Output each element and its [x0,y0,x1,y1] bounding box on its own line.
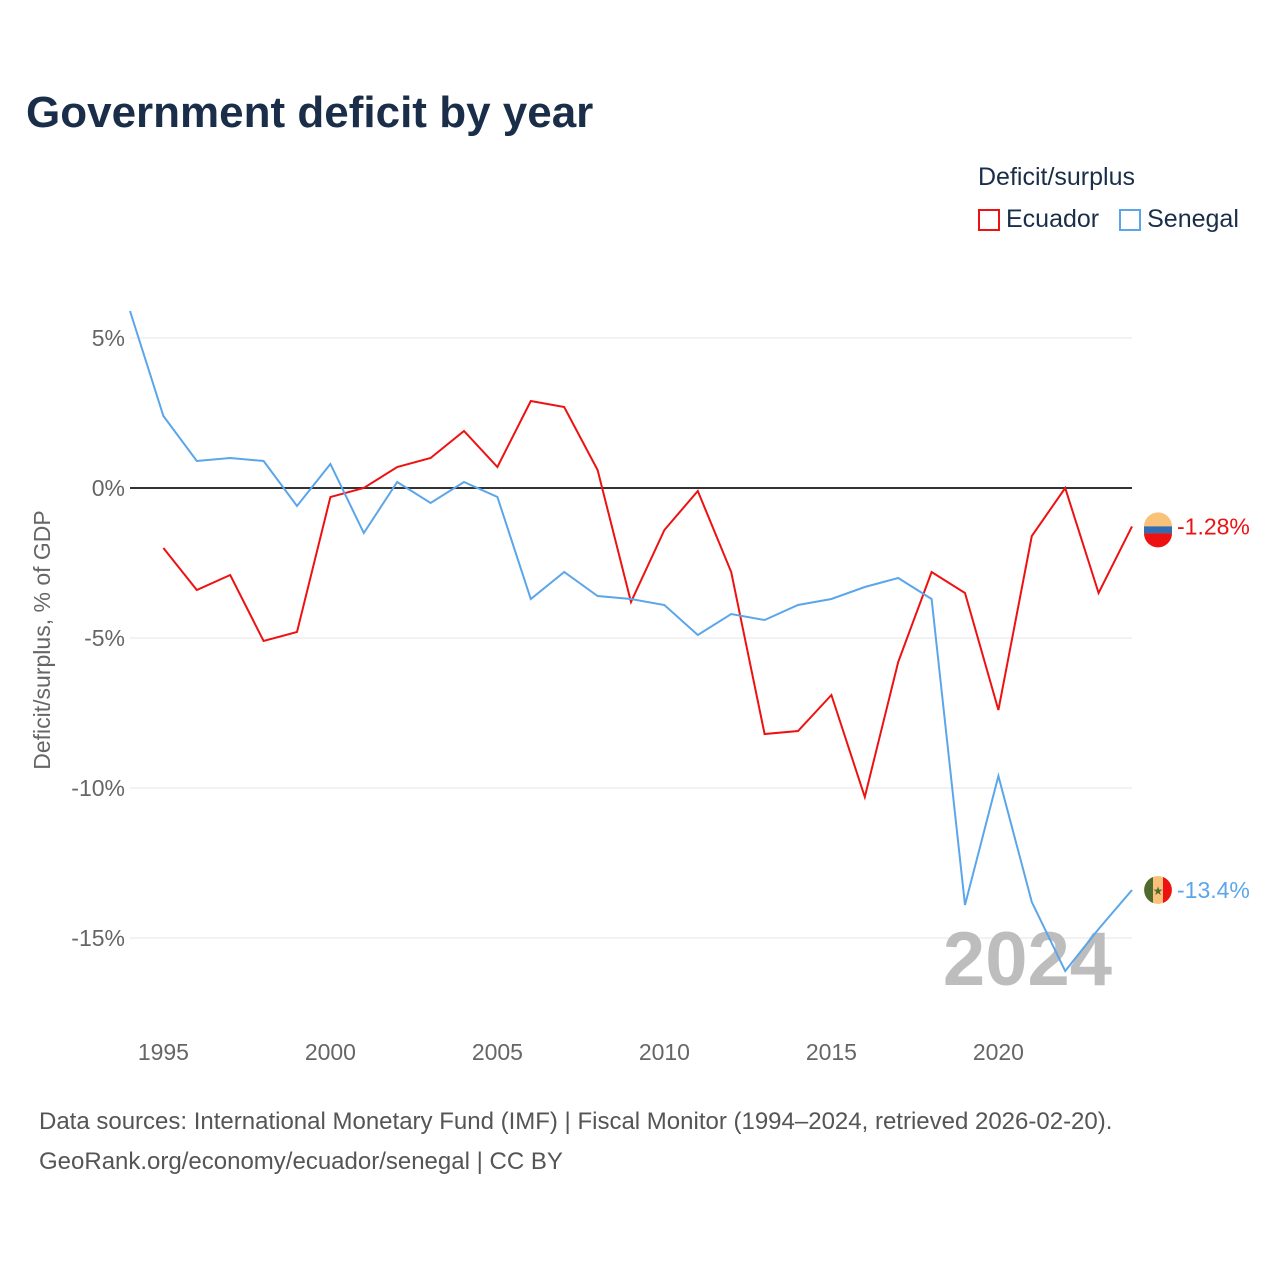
flag-stripe [1144,533,1172,548]
end-value-label: -1.28% [1177,513,1250,539]
x-tick-label: 2015 [806,1039,857,1065]
series-line-senegal [129,310,1133,973]
flag-stripe [1163,877,1172,903]
legend: Ecuador Senegal [978,205,1239,234]
series-line-ecuador [162,399,1133,801]
y-tick-label: -15% [71,925,125,951]
legend-swatch [978,208,1000,231]
legend-swatch [1119,208,1142,231]
x-tick-label: 1995 [138,1039,189,1065]
y-tick-label: 0% [92,475,125,501]
star-icon: ★ [1153,884,1164,898]
footer-credit: GeoRank.org/economy/ecuador/senegal | CC… [39,1148,563,1175]
x-tick-label: 2020 [973,1039,1024,1065]
flag-stripe [1144,877,1153,903]
legend-label: Senegal [1147,205,1239,233]
end-value-label: -13.4% [1177,877,1250,903]
x-tick-label: 2005 [472,1039,523,1065]
flag-stripe [1144,526,1172,534]
footer-sources: Data sources: International Monetary Fun… [39,1108,1113,1135]
legend-title: Deficit/surplus [978,163,1135,191]
y-axis-label: Deficit/surplus, % of GDP [29,510,55,769]
legend-item-ecuador[interactable]: Ecuador [978,205,1099,234]
legend-item-senegal[interactable]: Senegal [1119,205,1239,234]
legend-label: Ecuador [1006,205,1100,233]
y-tick-label: -10% [71,775,125,801]
year-label: 2024 [943,917,1112,1002]
x-tick-label: 2000 [305,1039,356,1065]
y-tick-label: -5% [84,625,125,651]
chart-title: Government deficit by year [26,88,594,137]
y-tick-label: 5% [92,325,125,351]
x-tick-label: 2010 [639,1039,690,1065]
